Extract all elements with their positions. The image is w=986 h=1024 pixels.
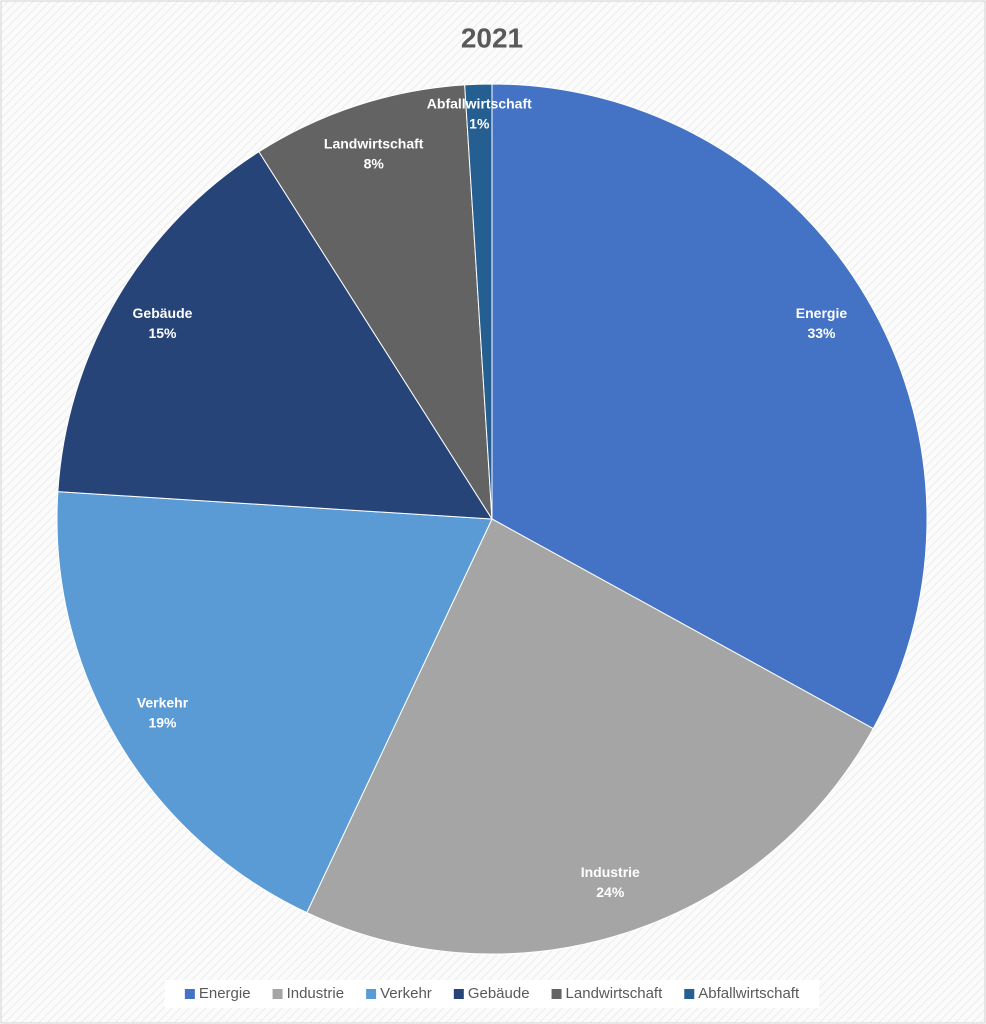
- legend-swatch: [366, 989, 377, 999]
- legend-label: Landwirtschaft: [566, 985, 664, 1002]
- legend-label: Abfallwirtschaft: [698, 985, 800, 1002]
- slice-category-label: Landwirtschaft: [324, 136, 424, 152]
- pie-slice: [57, 151, 493, 520]
- slice-category-label: Abfallwirtschaft: [427, 95, 532, 111]
- slice-value-label: 19%: [148, 715, 177, 731]
- legend-label: Energie: [199, 985, 251, 1002]
- pie: Energie 33% Industrie 24% Verkehr 19% Gebäude 1…: [56, 83, 928, 955]
- slice-value-label: 24%: [596, 884, 625, 900]
- legend-label: Verkehr: [380, 985, 432, 1002]
- chart-title: 2021: [461, 22, 523, 53]
- slice-value-label: 8%: [364, 156, 385, 172]
- slice-category-label: Verkehr: [137, 695, 189, 711]
- slice-value-label: 1%: [469, 115, 490, 131]
- slice-value-label: 33%: [807, 325, 836, 341]
- pie-slice: [464, 83, 493, 520]
- legend: Energie Industrie Verkehr Gebäude Landwirtsc…: [164, 980, 820, 1008]
- legend-swatch: [453, 989, 464, 999]
- legend-swatch: [551, 989, 562, 999]
- legend-swatch: [184, 989, 195, 999]
- legend-swatch: [684, 989, 695, 999]
- legend-swatch: [272, 989, 283, 999]
- pie-slice: [491, 83, 928, 730]
- slice-category-label: Industrie: [581, 864, 640, 880]
- pie-slice: [306, 518, 874, 955]
- pie-slice: [258, 84, 493, 520]
- pie-slice: [56, 491, 493, 914]
- slice-category-label: Gebäude: [133, 305, 193, 321]
- legend-label: Industrie: [287, 985, 345, 1002]
- slice-value-label: 15%: [148, 325, 177, 341]
- legend-label: Gebäude: [468, 985, 530, 1002]
- slice-category-label: Energie: [796, 305, 848, 321]
